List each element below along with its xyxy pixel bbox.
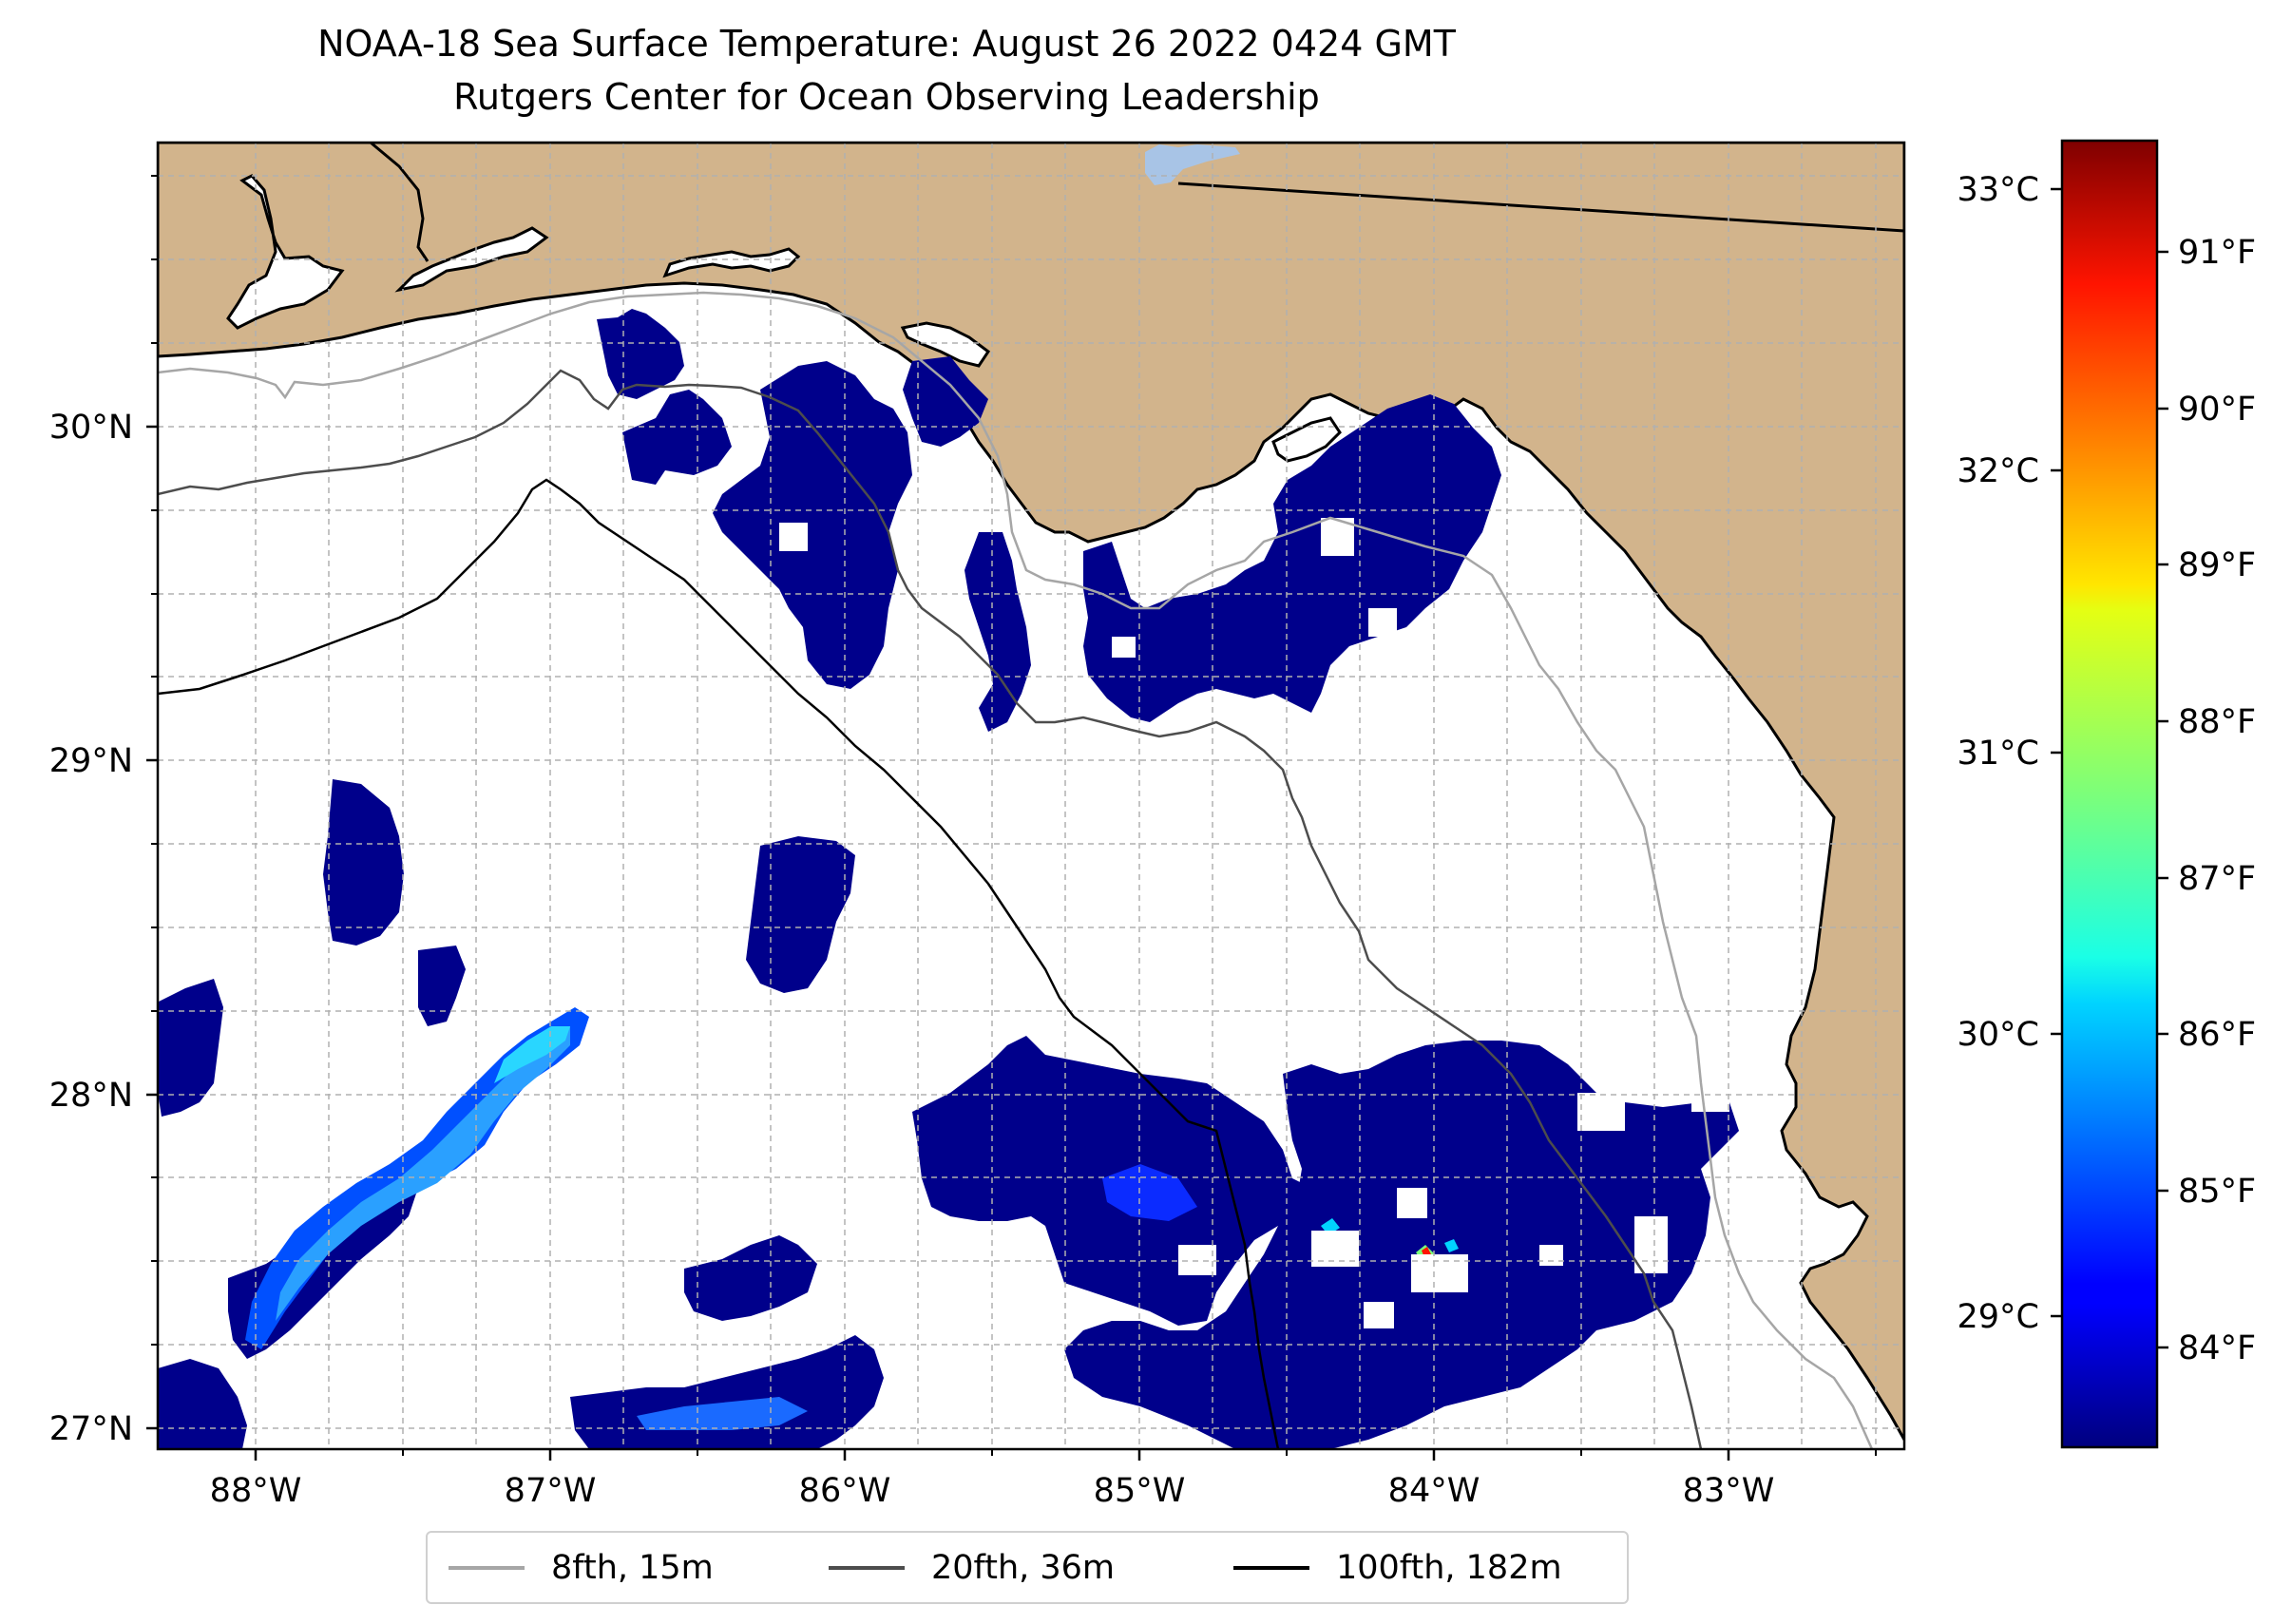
colorbar-celsius-ticks — [2051, 187, 2062, 1318]
title-line-2: Rutgers Center for Ocean Observing Leade… — [453, 76, 1320, 118]
y-tick-label: 27°N — [49, 1410, 133, 1448]
sst-warm-streak — [245, 1007, 1459, 1430]
colorbar-celsius-label: 29°C — [1958, 1298, 2039, 1336]
colorbar-celsius-label: 33°C — [1958, 171, 2039, 209]
legend-item-20fth: 20fth, 36m — [829, 1533, 1115, 1602]
colorbar-celsius-label: 30°C — [1958, 1016, 2039, 1054]
x-tick-label: 84°W — [1388, 1472, 1480, 1510]
y-tick-label: 29°N — [49, 742, 133, 780]
isobath-100fth — [158, 478, 1280, 1449]
x-tick-marks — [254, 1449, 1730, 1461]
colorbar-fahrenheit-label: 87°F — [2178, 860, 2256, 898]
isobath-8fth — [158, 291, 1874, 1449]
bay — [226, 174, 345, 330]
colorbar-celsius-label: 31°C — [1958, 735, 2039, 773]
y-tick-marks — [146, 425, 158, 1430]
colorbar-fahrenheit-label: 89°F — [2178, 546, 2256, 584]
x-tick-label: 85°W — [1094, 1472, 1186, 1510]
x-tick-label: 86°W — [799, 1472, 891, 1510]
colorbar-fahrenheit-ticks — [2157, 250, 2168, 1349]
x-tick-label: 88°W — [210, 1472, 302, 1510]
legend-item-100fth: 100fth, 182m — [1233, 1533, 1562, 1602]
y-tick-label: 28°N — [49, 1077, 133, 1115]
colorbar-celsius-label: 32°C — [1958, 452, 2039, 490]
y-minor-tick-marks — [151, 175, 158, 1346]
legend-label: 100fth, 182m — [1336, 1548, 1562, 1587]
colorbar-fahrenheit-label: 85°F — [2178, 1173, 2256, 1211]
legend-item-8fth: 8fth, 15m — [449, 1533, 714, 1602]
sst-patches — [158, 309, 1739, 1449]
x-tick-label: 87°W — [505, 1472, 597, 1510]
bay — [900, 321, 991, 368]
y-tick-label: 30°N — [49, 409, 133, 447]
legend-swatch — [449, 1565, 525, 1570]
state-border — [370, 143, 430, 262]
bay — [662, 247, 801, 278]
cloud-holes — [779, 518, 1729, 1328]
legend-swatch — [1233, 1565, 1309, 1570]
map-frame — [156, 141, 1906, 1451]
isobath-20fth — [158, 369, 1703, 1449]
colorbar-fahrenheit-label: 88°F — [2178, 703, 2256, 741]
legend-label: 8fth, 15m — [551, 1548, 714, 1587]
legend-swatch — [829, 1565, 905, 1570]
gridlines — [158, 143, 1904, 1449]
legend: 8fth, 15m 20fth, 36m 100fth, 182m — [426, 1531, 1629, 1604]
legend-label: 20fth, 36m — [931, 1548, 1116, 1587]
x-minor-tick-marks — [402, 1449, 1877, 1456]
colorbar-fahrenheit-label: 84°F — [2178, 1329, 2256, 1367]
lake — [1145, 144, 1240, 185]
x-tick-label: 83°W — [1683, 1472, 1775, 1510]
colorbar — [2060, 139, 2159, 1449]
colorbar-fahrenheit-label: 90°F — [2178, 391, 2256, 429]
colorbar-fahrenheit-label: 91°F — [2178, 234, 2256, 272]
bay — [1271, 416, 1342, 463]
colorbar-fahrenheit-label: 86°F — [2178, 1016, 2256, 1054]
state-border — [1177, 182, 1904, 233]
title-line-1: NOAA-18 Sea Surface Temperature: August … — [317, 23, 1456, 65]
